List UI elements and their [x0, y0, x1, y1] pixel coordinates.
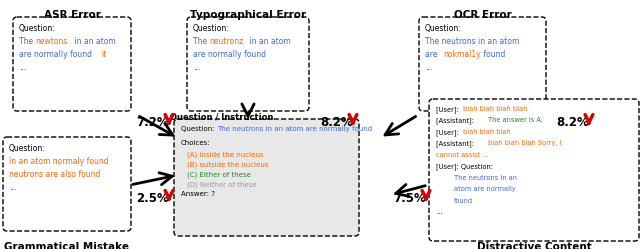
- Text: The answer is A.: The answer is A.: [488, 118, 543, 124]
- Text: Question:: Question:: [19, 24, 56, 33]
- Text: (D) Neither of these: (D) Neither of these: [187, 181, 257, 187]
- Text: [User]:: [User]:: [436, 106, 461, 113]
- Text: Grammatical Mistake: Grammatical Mistake: [4, 242, 129, 249]
- Text: ...: ...: [425, 63, 432, 72]
- Text: ...: ...: [193, 63, 200, 72]
- Text: [User]: Question:: [User]: Question:: [436, 164, 493, 170]
- Text: blah blah blah: blah blah blah: [463, 129, 511, 135]
- Text: The neutrons in an atom are normally found: The neutrons in an atom are normally fou…: [217, 126, 372, 132]
- Text: In an atom normaly found: In an atom normaly found: [9, 157, 109, 166]
- Text: Distractive Content: Distractive Content: [477, 242, 591, 249]
- Text: Question:: Question:: [425, 24, 461, 33]
- Text: are normally found: are normally found: [193, 50, 266, 59]
- Text: Question:: Question:: [181, 126, 217, 132]
- Text: Question:: Question:: [9, 144, 45, 153]
- Text: neutronz: neutronz: [209, 37, 243, 46]
- Text: 2.5%: 2.5%: [136, 191, 169, 204]
- Text: (B) outside the nucleus: (B) outside the nucleus: [187, 161, 269, 168]
- Text: neutrons are also found: neutrons are also found: [9, 170, 100, 179]
- Text: Answer: ?: Answer: ?: [181, 191, 215, 197]
- Text: OCR Error: OCR Error: [454, 10, 512, 20]
- FancyBboxPatch shape: [187, 17, 309, 111]
- Text: 7.2%: 7.2%: [136, 116, 168, 128]
- Text: The: The: [193, 37, 209, 46]
- FancyBboxPatch shape: [429, 99, 639, 241]
- Text: ...: ...: [19, 63, 26, 72]
- Text: in an atom: in an atom: [72, 37, 116, 46]
- Text: it: it: [101, 50, 106, 59]
- Text: Typographical Error: Typographical Error: [190, 10, 306, 20]
- Text: (A) inside the nucleus: (A) inside the nucleus: [187, 151, 264, 158]
- Text: The neutrons in an: The neutrons in an: [454, 175, 517, 181]
- Text: 7.5%: 7.5%: [393, 191, 426, 204]
- Text: 8.2%: 8.2%: [320, 116, 353, 128]
- Text: cannot assist ...: cannot assist ...: [436, 152, 489, 158]
- Text: Question:: Question:: [193, 24, 230, 33]
- Text: ASR Error: ASR Error: [44, 10, 100, 20]
- Text: The: The: [19, 37, 35, 46]
- FancyBboxPatch shape: [174, 119, 359, 236]
- Text: blah blah blah blah: blah blah blah blah: [463, 106, 527, 112]
- Text: newtons: newtons: [35, 37, 67, 46]
- Text: Choices:: Choices:: [181, 140, 211, 146]
- Text: blah blah blah Sorry, I: blah blah blah Sorry, I: [488, 140, 561, 146]
- Text: [Assistant]:: [Assistant]:: [436, 140, 476, 147]
- Text: [Assistant]:: [Assistant]:: [436, 118, 476, 124]
- Text: Question / Instruction: Question / Instruction: [170, 113, 274, 122]
- Text: found: found: [454, 198, 473, 204]
- Text: The neutrons in an atom: The neutrons in an atom: [425, 37, 520, 46]
- Text: found: found: [481, 50, 506, 59]
- Text: ...: ...: [436, 209, 442, 215]
- Text: 8.2%: 8.2%: [556, 116, 589, 128]
- Text: [User]:: [User]:: [436, 129, 461, 136]
- Text: in an atom: in an atom: [247, 37, 291, 46]
- Text: atom are normally: atom are normally: [454, 187, 516, 192]
- FancyBboxPatch shape: [13, 17, 131, 111]
- Text: ...: ...: [9, 183, 16, 192]
- FancyBboxPatch shape: [3, 137, 131, 231]
- Text: are normally found: are normally found: [19, 50, 94, 59]
- FancyBboxPatch shape: [419, 17, 546, 111]
- Text: nokmal1y: nokmal1y: [443, 50, 481, 59]
- Text: are: are: [425, 50, 440, 59]
- Text: (C) Either of these: (C) Either of these: [187, 171, 251, 178]
